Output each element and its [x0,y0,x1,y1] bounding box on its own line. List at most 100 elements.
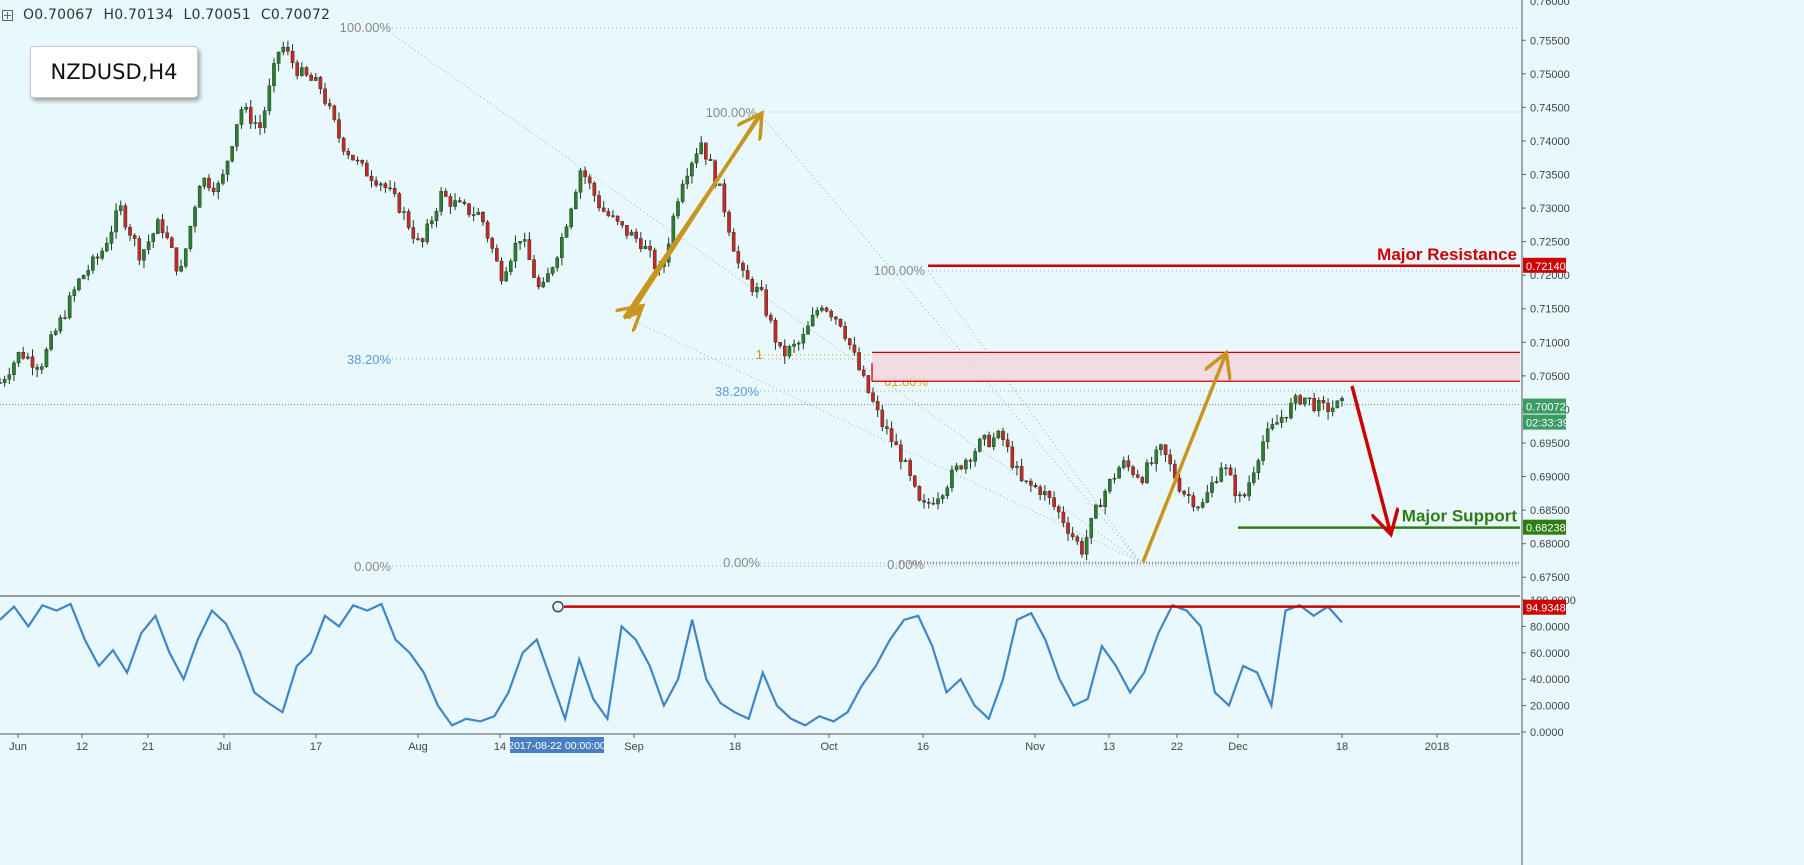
price-tick-label: 0.72000 [1530,270,1570,282]
candle [72,286,77,302]
candle [564,223,569,238]
candle-body [1154,449,1159,464]
candle [1089,517,1094,545]
candle [968,458,973,469]
candle [1224,463,1228,476]
osc-tick-label: 0.0000 [1530,727,1564,739]
candle [378,181,383,192]
candle-body [1047,491,1052,498]
candle-body [829,311,834,318]
fib-label: 38.20% [715,384,760,399]
candle [996,429,1001,440]
candle [30,349,35,376]
candle-body [1103,490,1107,508]
candle-body [564,226,569,238]
candle-body [1219,467,1224,482]
candle-body [1307,397,1312,400]
candle-body [16,352,21,364]
candle [875,395,880,417]
candle [105,237,109,253]
candle-body [824,307,829,312]
candle [560,233,564,266]
candle [1316,397,1321,417]
candle-body [1191,495,1196,508]
candle-body [188,225,193,249]
candle-body [313,77,318,81]
candle [518,241,522,250]
candle [704,142,708,166]
candle-body [555,257,560,268]
candle [1005,433,1010,453]
candle-body [629,231,634,236]
candle-body [578,170,583,193]
candle [1103,488,1107,515]
time-tick-label: Nov [1025,741,1045,753]
candle-body [815,310,820,316]
fib-label: 0.00% [723,555,760,570]
oscillator-level-badge-label: 94.9348 [1526,603,1566,615]
candle [16,351,21,367]
candle-body [745,270,750,280]
candle-body [295,62,299,76]
candle-body [1270,424,1275,429]
candle [1098,498,1103,508]
candle-body [1149,462,1154,464]
candle [1233,467,1237,503]
candle-body [258,122,262,128]
candle-body [128,227,132,236]
candle-body [560,237,564,259]
candle-body [704,142,708,160]
fib-diagonal [627,317,1141,563]
candle-body [1159,444,1163,451]
candle-body [847,338,852,346]
osc-tick-label: 20.0000 [1530,701,1570,713]
candle [142,248,146,269]
candle [1038,484,1042,500]
candle [708,153,713,161]
candle [629,229,634,236]
candle [1275,414,1279,425]
time-tick-label: 22 [1171,741,1183,753]
candle [1265,421,1270,449]
candle [230,145,234,163]
candle [425,218,430,245]
candle-body [504,271,508,282]
candle-body [773,319,778,343]
candle [1121,456,1126,470]
candle-body [518,241,522,244]
candle-body [750,279,755,293]
time-tick-label: 12 [76,741,88,753]
candle [188,225,193,252]
candle [39,363,44,374]
candle-body [1131,466,1135,475]
candle [717,183,722,186]
candle [365,159,369,177]
candle [0,378,2,384]
candle [132,233,137,247]
fib-label: 0.00% [887,557,924,572]
candle-body [973,451,977,462]
price-tick-label: 0.76000 [1530,0,1570,8]
candle-body [77,278,81,290]
candle-body [332,105,337,120]
candle [606,208,611,218]
candle [550,266,555,277]
expand-icon[interactable] [2,9,13,21]
candle-body [801,334,806,344]
candle [1145,459,1149,485]
candle-body [903,460,908,462]
candle [1289,397,1293,420]
candle-body [792,343,796,347]
candle [156,217,160,234]
candle-body [1261,441,1265,461]
candle-body [755,287,759,293]
candle-body [950,469,954,488]
candle [406,208,411,231]
candle-body [894,441,899,445]
candle-body [550,267,555,274]
candle [397,191,402,214]
candle [337,112,341,143]
time-axis: Jun 12 21 Jul 17 Aug 14 Sep 18 Oct 16 Nov 13 22 Dec 18 2… [9,734,1449,753]
candle [1154,445,1159,472]
